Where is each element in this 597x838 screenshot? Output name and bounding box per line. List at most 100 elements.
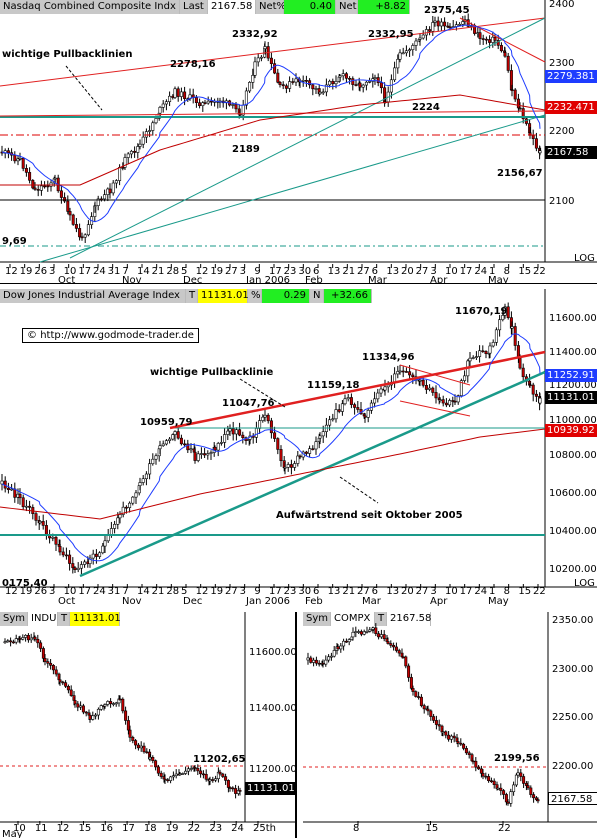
compx-candle-body <box>489 780 493 783</box>
dow-candle-body <box>448 400 452 406</box>
nasdaq-xtick-label: 30 <box>298 266 311 277</box>
compx-candle-body <box>499 787 503 791</box>
nasdaq-candle-body <box>396 58 400 69</box>
nasdaq-candle-body <box>176 88 180 97</box>
nasdaq-candle-body <box>53 177 57 180</box>
compx-candle-body <box>441 731 445 734</box>
dow-candle-body <box>386 384 390 388</box>
dow-candle-body <box>241 434 245 438</box>
nasdaq-candle-body <box>461 21 465 25</box>
dow-xtick-label: 3 <box>240 586 246 597</box>
compx-candle-body <box>516 772 520 776</box>
indu-candle-body <box>154 760 158 768</box>
nasdaq-candle-body <box>158 106 162 114</box>
indu-candles <box>3 632 242 799</box>
compx-candle-body <box>368 629 372 632</box>
dow-month-label: Nov <box>122 596 142 607</box>
nasdaq-candle-body <box>324 84 328 93</box>
copyright-box[interactable]: © http://www.godmode-trader.de <box>22 328 199 343</box>
dow-candle-body <box>337 409 341 412</box>
indu-last-value: 11131.01 <box>70 612 121 626</box>
nasdaq-month-label: Nov <box>122 275 142 283</box>
nasdaq-candle-body <box>354 84 358 86</box>
compx-candle-body <box>327 656 331 661</box>
nasdaq-candle-body <box>510 89 514 92</box>
indu-xtick-label: 11 <box>35 823 48 834</box>
indu-candle-body <box>238 790 242 792</box>
nasdaq-trend-1 <box>69 17 546 259</box>
compx-candle-body <box>456 741 460 744</box>
dow-net-value: +32.66 <box>324 289 372 303</box>
dow-xtick-label: 30 <box>298 586 311 597</box>
dow-candle-body <box>41 521 45 526</box>
indu-xtick-label: 10 <box>13 823 26 834</box>
dow-xtick-label: 17 <box>460 586 473 597</box>
nasdaq-candle-body <box>414 40 418 46</box>
dow-candle-body <box>491 342 495 347</box>
nasdaq-candle-body <box>411 45 415 50</box>
nasdaq-xtick-label: 27 <box>416 266 429 277</box>
dow-xtick-label: 7 <box>122 586 128 597</box>
dow-candle-body <box>498 319 502 331</box>
indu-candle-body <box>128 729 132 738</box>
indu-candle-body <box>49 662 53 666</box>
dow-candle-body <box>366 410 370 418</box>
dow-xtick-label: 6 <box>372 586 378 597</box>
compx-candle-body <box>377 633 381 638</box>
compx-candle-body <box>532 794 536 799</box>
nasdaq-candle-body <box>111 182 115 194</box>
dow-header: Dow Jones Industrial Average Index T 111… <box>0 289 597 303</box>
indu-candle-body <box>88 714 92 720</box>
dow-plot: wichtige Pullbacklinie Aufwärtstrend sei… <box>0 289 597 607</box>
nasdaq-candle-body <box>164 101 168 105</box>
dow-candle-body <box>168 438 172 441</box>
dow-candle-body <box>456 395 460 403</box>
compx-candle-body <box>344 640 348 643</box>
nasdaq-candle-body <box>301 80 305 82</box>
dow-candle-body <box>501 315 505 321</box>
dow-candle-body <box>279 449 283 462</box>
dow-candle-body <box>226 430 230 435</box>
indu-xtick-label: 19 <box>166 823 179 834</box>
indu-candle-body <box>148 756 152 760</box>
nasdaq-annotation-2156: 2156,67 <box>497 168 543 179</box>
indu-candle-body <box>181 773 185 775</box>
nasdaq-candle-body <box>28 172 32 181</box>
indu-xtick-label: 12 <box>57 823 70 834</box>
dow-candle-body <box>398 370 402 373</box>
dow-candle-body <box>124 506 128 509</box>
dow-log-label: LOG <box>574 578 595 589</box>
nasdaq-xtick-label: 3 <box>49 266 55 277</box>
indu-candle-body <box>151 756 155 761</box>
dow-candle-body <box>148 463 152 475</box>
indu-candle-body <box>218 771 222 775</box>
nasdaq-candle-body <box>389 79 393 93</box>
compx-candle-body <box>432 716 436 721</box>
nasdaq-candle-body <box>209 100 213 103</box>
indu-candle-body <box>46 661 50 664</box>
nasdaq-xtick-label: 7 <box>122 266 128 277</box>
indu-candle-body <box>189 768 193 770</box>
dow-candle-body <box>121 506 125 515</box>
indu-candle-body <box>136 744 140 749</box>
compx-candle-body <box>522 776 526 784</box>
indu-candle-body <box>156 766 160 774</box>
dow-candle-body <box>424 385 428 390</box>
compx-sym-label: Sym <box>303 612 331 626</box>
dow-chart-panel: Dow Jones Industrial Average Index T 111… <box>0 289 597 607</box>
dow-candle-body <box>471 357 475 359</box>
compx-candle-body <box>414 691 418 697</box>
dow-xtick-label: 19 <box>20 586 33 597</box>
nasdaq-candles <box>0 13 542 243</box>
dow-candle-body <box>296 455 300 464</box>
nasdaq-candle-body <box>83 234 87 238</box>
nasdaq-candle-body <box>538 150 542 154</box>
dow-candle-body <box>273 432 277 439</box>
indu-sym-value: INDU <box>28 612 58 626</box>
dow-candle-body <box>518 357 522 369</box>
compx-candle-body <box>452 735 456 739</box>
dow-xtick-label: 19 <box>210 586 223 597</box>
dow-candle-body <box>173 431 177 435</box>
indu-xtick-label: 23 <box>209 823 222 834</box>
nasdaq-candle-body <box>16 158 20 162</box>
